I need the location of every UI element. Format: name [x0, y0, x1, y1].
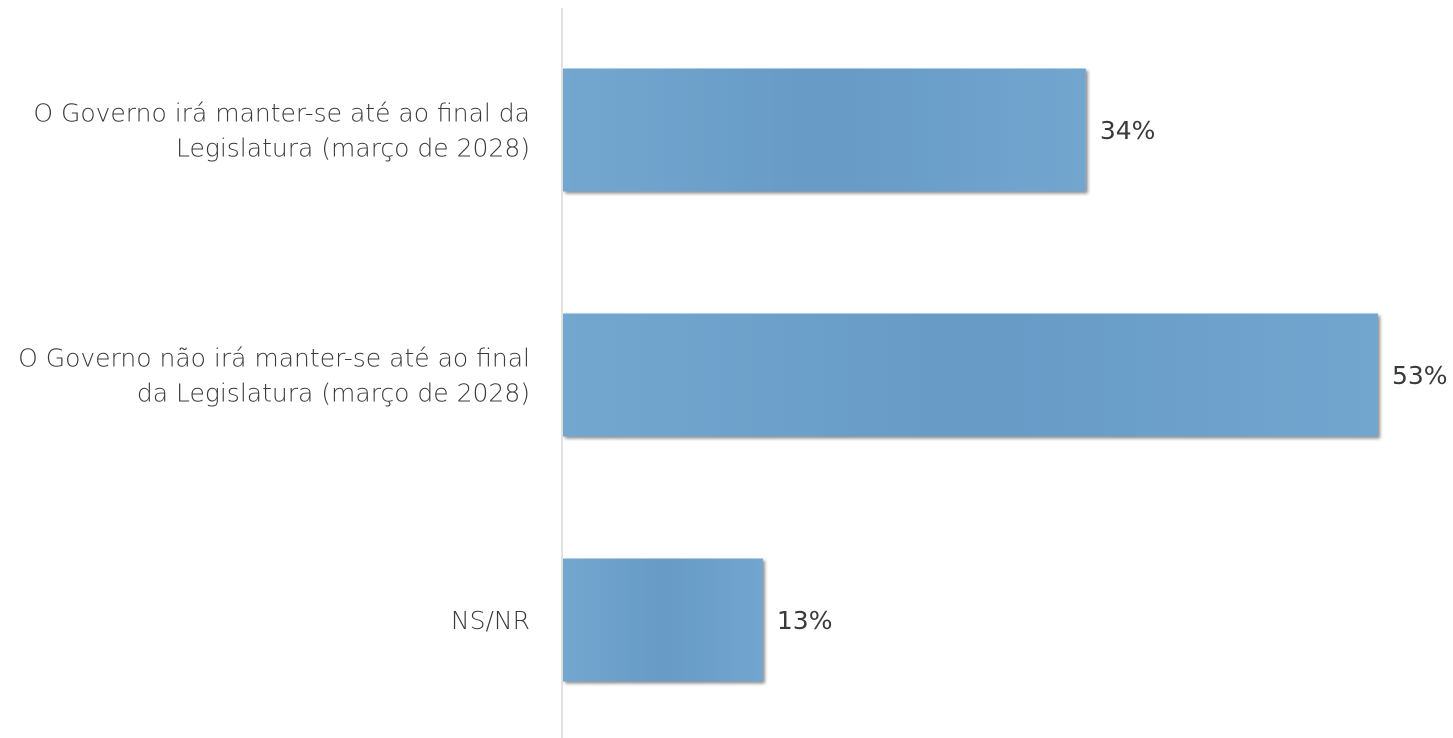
bar-2: [563, 313, 1378, 437]
bar-3: [563, 558, 763, 682]
category-label-2-line-2: da Legislatura (março de 2028): [137, 379, 530, 408]
category-label-3-line-1: NS/NR: [451, 606, 530, 635]
bars-group: [563, 68, 1378, 682]
category-label-1-line-1: O Governo irá manter-se até ao final da: [33, 99, 530, 128]
category-label-2-line-1: O Governo não irá manter-se até ao final: [18, 344, 530, 373]
value-labels: 34% 53% 13%: [777, 116, 1448, 635]
category-labels: O Governo irá manter-se até ao final da L…: [18, 99, 530, 636]
value-label-1: 34%: [1100, 116, 1156, 145]
value-label-3: 13%: [777, 606, 833, 635]
value-label-2: 53%: [1392, 361, 1448, 390]
bar-1: [563, 68, 1086, 192]
category-label-1-line-2: Legislatura (março de 2028): [176, 134, 530, 163]
